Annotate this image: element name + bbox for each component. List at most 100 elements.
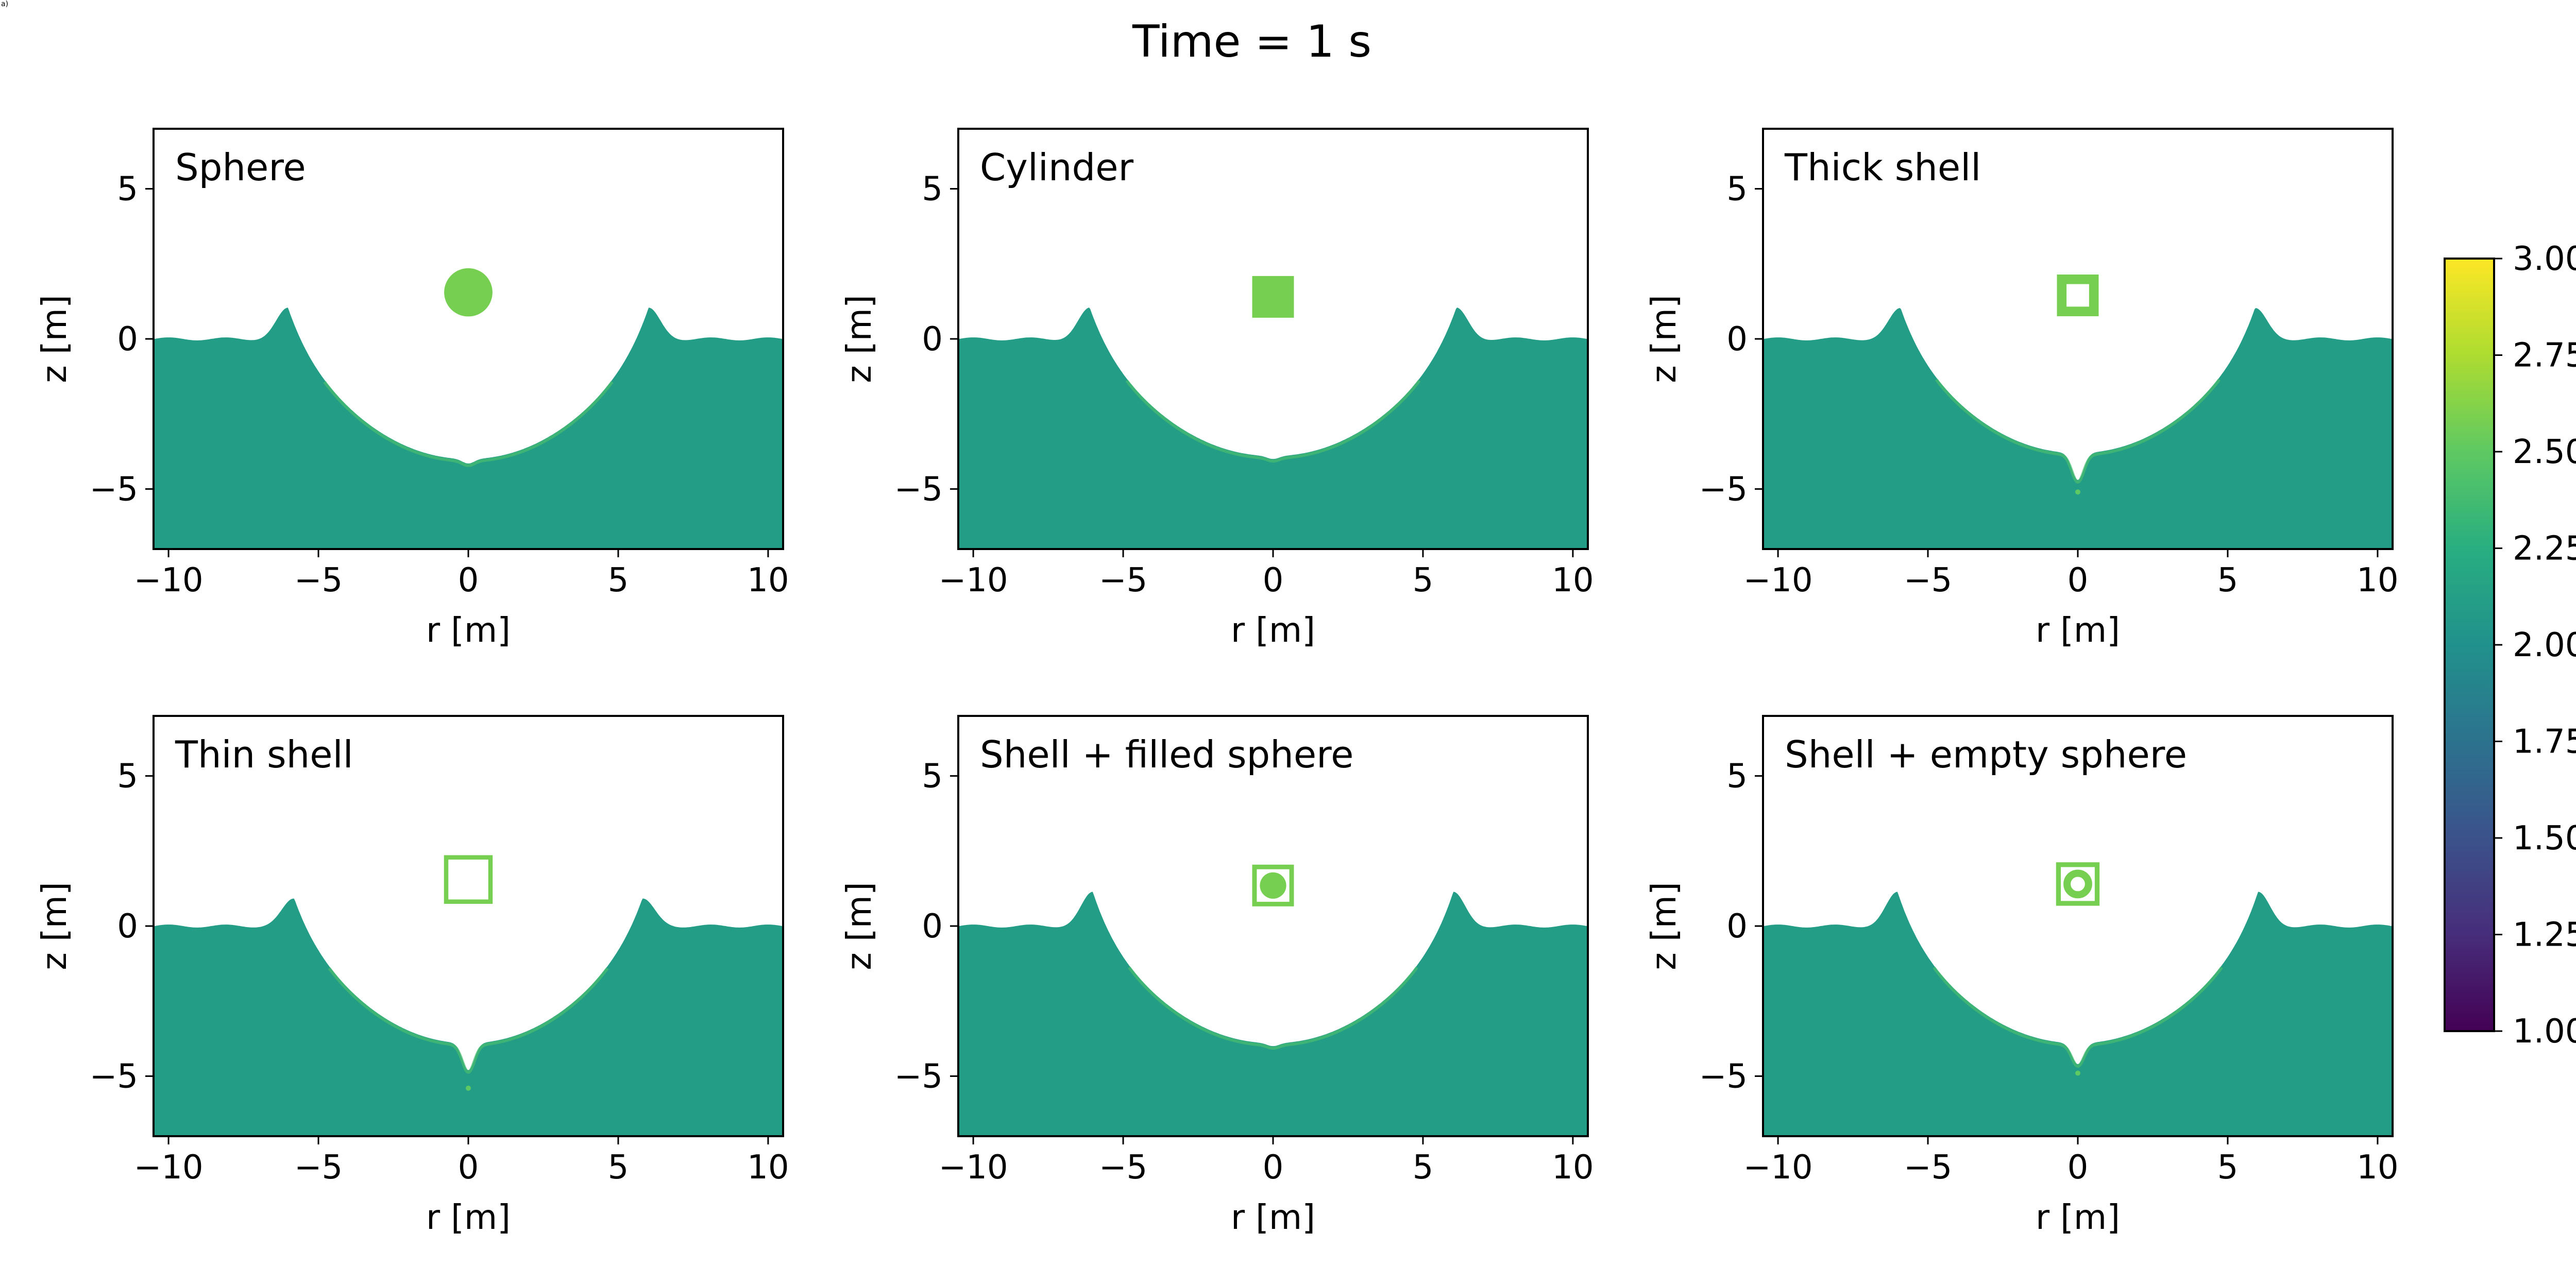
- plot-area-sphere: [154, 268, 783, 549]
- y-axis-label: z [m]: [839, 882, 879, 970]
- compressed-layer: [1935, 379, 2221, 484]
- compressed-layer: [1125, 380, 1421, 463]
- x-tick-label: 5: [2217, 561, 2239, 600]
- target-material: [1763, 892, 2393, 1136]
- x-tick-label: −5: [1904, 561, 1952, 600]
- y-tick-label: 0: [1726, 320, 1748, 358]
- x-tick-label: 10: [747, 1149, 789, 1187]
- compressed-layer: [1933, 966, 2223, 1068]
- x-tick-label: 10: [747, 561, 789, 600]
- x-tick-label: 5: [1413, 561, 1434, 600]
- y-tick-label: −5: [1699, 1057, 1748, 1095]
- x-axis-label: r [m]: [2036, 1197, 2120, 1237]
- compressed-layer: [328, 967, 609, 1074]
- target-material: [154, 307, 783, 549]
- colorbar: 1.001.251.501.752.002.252.502.753.00Dens…: [2444, 240, 2576, 1051]
- x-tick-label: −10: [1743, 561, 1813, 600]
- y-tick-label: 0: [117, 320, 138, 358]
- figure-corner-label: a): [1, 0, 9, 8]
- y-tick-label: −5: [90, 470, 138, 508]
- panel-title: Sphere: [175, 146, 306, 189]
- y-axis-label: z [m]: [1644, 882, 1684, 970]
- colorbar-tick-label: 1.75: [2513, 723, 2576, 761]
- x-tick-label: −5: [294, 1149, 343, 1187]
- x-axis-label: r [m]: [426, 610, 511, 650]
- ejected-fragment: [2075, 1070, 2080, 1076]
- panel-thin-shell: −10 −5 0 5 10 −5 0 5 r [m] z [m] Thin shell: [35, 715, 789, 1237]
- projectile-cylinder: [1252, 276, 1294, 318]
- x-tick-label: −10: [134, 561, 204, 600]
- colorbar-tick-label: 2.75: [2513, 337, 2576, 375]
- projectile-core-sphere: [1260, 872, 1286, 899]
- x-tick-label: 10: [2357, 1149, 2398, 1187]
- ejected-fragment: [2075, 489, 2080, 495]
- compressed-layer: [323, 381, 614, 467]
- x-tick-label: −5: [294, 561, 343, 600]
- target-material: [958, 892, 1588, 1136]
- y-tick-label: −5: [1699, 470, 1748, 508]
- y-tick-label: −5: [90, 1057, 138, 1095]
- x-tick-label: 5: [2217, 1149, 2239, 1187]
- y-tick-label: 5: [922, 170, 943, 209]
- plot-area-thin-shell: [154, 855, 783, 1136]
- colorbar-tick-label: 1.50: [2513, 819, 2576, 858]
- compressed-layer: [1128, 966, 1418, 1050]
- x-tick-label: 5: [608, 561, 629, 600]
- x-tick-label: −5: [1099, 561, 1147, 600]
- panel-sphere: −10 −5 0 5 10 −5 0 5 r [m] z [m] Sphere: [35, 128, 789, 650]
- y-tick-label: 5: [117, 170, 138, 209]
- x-tick-label: 0: [458, 561, 479, 600]
- y-tick-label: −5: [894, 1057, 943, 1095]
- x-tick-label: −5: [1904, 1149, 1952, 1187]
- plot-area-cylinder: [958, 276, 1588, 549]
- projectile-sphere: [444, 268, 493, 317]
- x-tick-label: 0: [2067, 1149, 2089, 1187]
- x-tick-label: 0: [2067, 561, 2089, 600]
- projectile-shell: [2056, 862, 2100, 906]
- plot-area-shell-empty-sphere: [1763, 862, 2393, 1136]
- x-tick-label: −10: [939, 1149, 1008, 1187]
- colorbar-tick-label: 3.00: [2513, 240, 2576, 278]
- colorbar-tick-label: 2.50: [2513, 433, 2576, 471]
- panel-thick-shell: −10 −5 0 5 10 −5 0 5 r [m] z [m] Thick shell: [1644, 128, 2399, 650]
- y-tick-label: 0: [117, 908, 138, 946]
- panel-title: Cylinder: [980, 146, 1134, 189]
- x-tick-label: 10: [1552, 1149, 1594, 1187]
- figure-title: Time = 1 s: [1132, 16, 1371, 67]
- x-tick-label: −10: [1743, 1149, 1813, 1187]
- y-tick-label: 5: [922, 758, 943, 796]
- x-tick-label: −10: [134, 1149, 204, 1187]
- x-axis-label: r [m]: [1231, 1197, 1315, 1237]
- x-tick-label: 5: [608, 1149, 629, 1187]
- x-tick-label: 5: [1413, 1149, 1434, 1187]
- y-axis-label: z [m]: [35, 295, 74, 383]
- y-tick-label: 0: [922, 320, 943, 358]
- colorbar-gradient: [2445, 259, 2494, 1031]
- panel-title: Thick shell: [1784, 146, 1981, 189]
- plot-area-thick-shell: [1763, 274, 2393, 549]
- plot-area-shell-filled-sphere: [958, 864, 1588, 1136]
- target-material: [1763, 308, 2393, 549]
- y-axis-label: z [m]: [839, 295, 879, 383]
- y-tick-label: 5: [117, 758, 138, 796]
- panels-group: −10 −5 0 5 10 −5 0 5 r [m] z [m] Sphere −10 −5 0 5 10 −5…: [35, 128, 2399, 1237]
- y-tick-label: 5: [1726, 170, 1748, 209]
- x-tick-label: −5: [1099, 1149, 1147, 1187]
- panel-shell-filled-sphere: −10 −5 0 5 10 −5 0 5 r [m] z [m] Shell + filled sp…: [839, 715, 1594, 1237]
- x-tick-label: 10: [1552, 561, 1594, 600]
- y-tick-label: 0: [922, 908, 943, 946]
- projectile-shell: [1252, 864, 1294, 906]
- colorbar-tick-label: 2.25: [2513, 530, 2576, 568]
- panel-title: Shell + filled sphere: [980, 733, 1353, 776]
- y-tick-label: −5: [894, 470, 943, 508]
- target-material: [154, 898, 783, 1136]
- x-tick-label: −10: [939, 561, 1008, 600]
- x-axis-label: r [m]: [426, 1197, 511, 1237]
- y-tick-label: 0: [1726, 908, 1748, 946]
- y-tick-label: 5: [1726, 758, 1748, 796]
- x-axis-label: r [m]: [1231, 610, 1315, 650]
- target-material: [958, 307, 1588, 549]
- x-tick-label: 0: [1263, 561, 1284, 600]
- ejected-fragment: [466, 1085, 471, 1091]
- panel-cylinder: −10 −5 0 5 10 −5 0 5 r [m] z [m] Cylinder: [839, 128, 1594, 650]
